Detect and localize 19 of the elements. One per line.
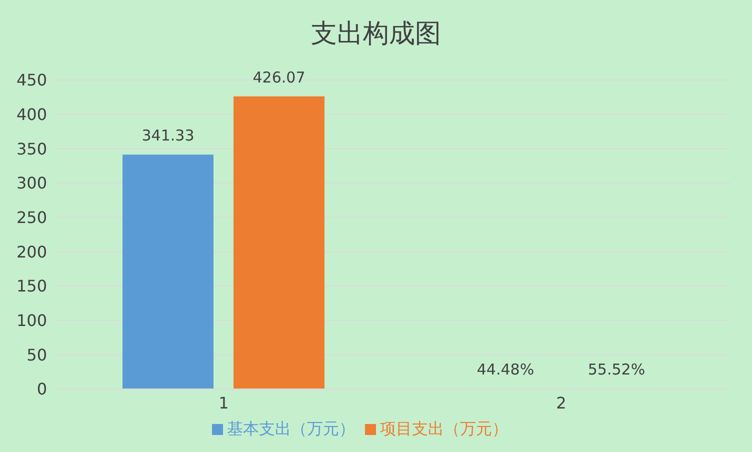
y-tick-label: 300 xyxy=(16,174,47,193)
x-tick-label: 2 xyxy=(556,393,566,412)
y-tick-label: 50 xyxy=(26,345,47,364)
legend-label: 基本支出（万元） xyxy=(227,419,355,438)
y-tick-label: 0 xyxy=(36,380,47,399)
legend-label: 项目支出（万元） xyxy=(380,419,508,438)
data-label: 341.33 xyxy=(142,126,194,145)
y-tick-label: 200 xyxy=(16,242,47,262)
y-tick-label: 400 xyxy=(16,105,47,124)
data-label: 55.52% xyxy=(588,360,646,379)
data-label: 44.48% xyxy=(476,360,534,379)
y-tick-label: 450 xyxy=(16,70,47,90)
y-tick-label: 350 xyxy=(16,139,47,158)
y-tick-label: 150 xyxy=(16,276,47,296)
x-tick-label: 1 xyxy=(218,393,229,412)
data-label: 426.07 xyxy=(252,68,306,86)
y-tick-label: 100 xyxy=(16,311,47,330)
chart-title: 支出构成图 xyxy=(310,18,442,51)
y-tick-label: 250 xyxy=(16,208,47,228)
